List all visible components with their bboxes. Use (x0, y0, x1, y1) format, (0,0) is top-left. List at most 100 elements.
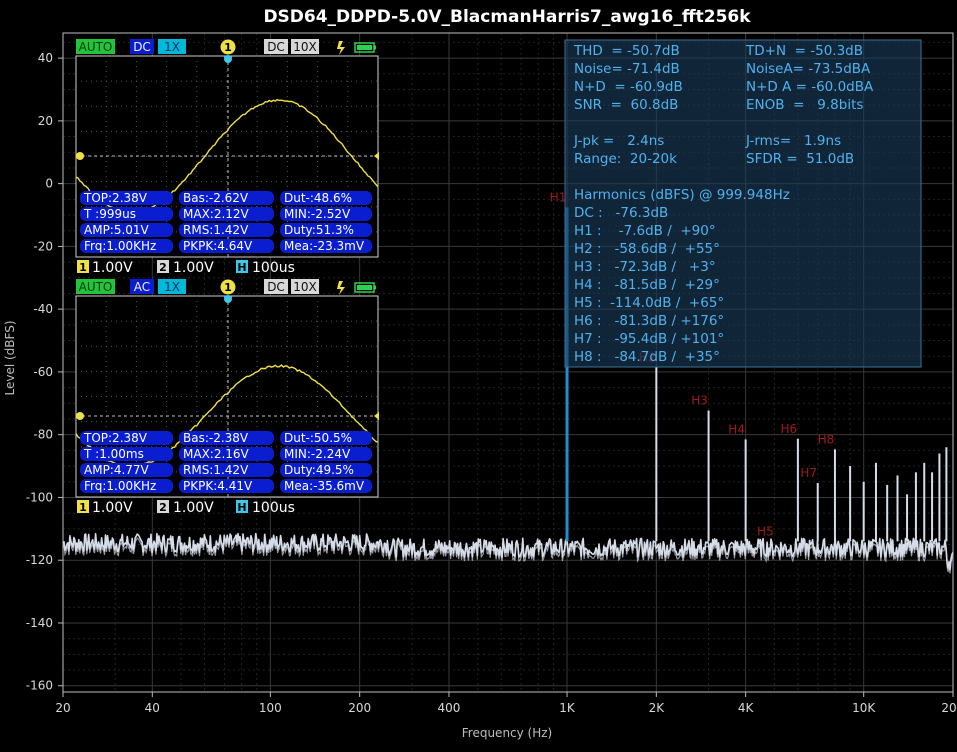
x-tick-label: 40 (145, 701, 160, 715)
coupling-badge: AC (134, 280, 150, 294)
x-tick-label: 20 (55, 701, 70, 715)
stats-text: H4 : -81.5dB / +29° (574, 277, 720, 293)
probe-badge: 1X (164, 40, 180, 54)
measure-value: MAX:2.16V (183, 447, 250, 461)
channel-marker: 1 (224, 281, 232, 294)
probe2-badge: 10X (293, 280, 317, 294)
measure-pill-bg (179, 431, 274, 445)
measure-pill-bg (80, 447, 173, 461)
harmonic-label: H3 (691, 394, 708, 408)
trigger-dot-icon (224, 55, 232, 63)
measure-pill-bg (280, 479, 372, 493)
channel-marker-icon (220, 39, 236, 55)
stats-text: H2 : -58.6dB / +55° (574, 241, 720, 257)
ch2-number: 2 (159, 501, 167, 514)
ch1-number: 1 (79, 501, 87, 514)
y-tick-label: 40 (38, 51, 53, 65)
measure-value: Mea:-35.6mV (284, 479, 365, 493)
measure-pill-bg (80, 463, 173, 477)
measure-value: Dut-:50.5% (284, 431, 352, 445)
measure-value: AMP:4.77V (84, 463, 150, 477)
ch1-footer-badge (77, 260, 89, 273)
measure-pill-bg (280, 447, 372, 461)
stats-text: NoiseA= -73.5dBA (746, 61, 871, 77)
timebase-scale: 100us (252, 260, 295, 276)
battery-level-icon (357, 45, 372, 50)
stats-text: TD+N = -50.3dB (745, 43, 863, 59)
battery-tip-icon (374, 285, 376, 290)
ch2-scale: 1.00V (173, 500, 214, 516)
stats-text: J-rms= 1.9ns (745, 133, 841, 149)
measure-pill-bg (280, 207, 372, 221)
x-tick-label: 4K (738, 701, 755, 715)
measure-pill-bg (280, 191, 372, 205)
x-tick-label: 200 (348, 701, 371, 715)
y-axis-label: Level (dBFS) (3, 320, 17, 395)
x-tick-label: 2K (649, 701, 666, 715)
measure-value: T :999us (83, 207, 136, 221)
mode-badge-bg (76, 279, 115, 294)
harmonic-label: H4 (728, 422, 745, 436)
probe2-badge-bg (291, 39, 319, 54)
noise-floor-trace-band (62, 536, 954, 574)
ch2-footer-badge (157, 500, 169, 513)
coupling-badge-bg (130, 279, 154, 294)
measure-pill-bg (80, 479, 173, 493)
measure-value: TOP:2.38V (83, 191, 148, 205)
stats-text: J-pk = 2.4ns (573, 133, 664, 149)
channel-marker: 1 (224, 41, 232, 54)
stats-text: Harmonics (dBFS) @ 999.948Hz (574, 187, 790, 203)
measure-value: Duty:49.5% (284, 463, 354, 477)
measure-value: RMS:1.42V (183, 463, 249, 477)
measure-pill-bg (80, 207, 173, 221)
measure-pill-bg (179, 479, 274, 493)
measure-pill-bg (80, 431, 173, 445)
scope-inset-1: AUTO DC 1X 1 DC 10X TOP:2.38V Bas:-2.62V Dut-:48… (75, 39, 379, 276)
tick-labels: 20401002004001K2K4K10K20K40200-20-40-60-… (26, 51, 957, 715)
measure-value: PKPK:4.41V (183, 479, 253, 493)
measure-value: MIN:-2.52V (284, 207, 351, 221)
measure-value: Frq:1.00KHz (84, 239, 156, 253)
stats-text: N+D A = -60.0dBA (746, 79, 874, 95)
measure-value: Bas:-2.38V (183, 431, 249, 445)
measure-pill-bg (80, 239, 173, 253)
measure-pill-bg (179, 191, 274, 205)
measure-value: Dut-:48.6% (284, 191, 352, 205)
harmonic-label: H1 (550, 190, 567, 204)
ch2-coupling: DC (267, 280, 285, 294)
measure-pill-bg (179, 223, 274, 237)
measure-pill-bg (80, 223, 173, 237)
trigger-edge-icon (337, 41, 345, 55)
timebase-letter: H (237, 501, 246, 514)
scope-inset-2: AUTO AC 1X 1 DC 10X TOP:2.38V Bas:-2.38V Dut-:50… (75, 279, 379, 516)
stats-text: Noise= -71.4dB (574, 61, 680, 77)
ch2-coupling-bg (264, 279, 288, 294)
x-tick-label: 400 (438, 701, 461, 715)
stats-text: SNR = 60.8dB (574, 97, 678, 113)
timebase-footer-badge (236, 260, 248, 273)
measure-pill-bg (80, 191, 173, 205)
stats-text: H5 : -114.0dB / +65° (574, 295, 724, 311)
trigger-edge-icon (337, 281, 345, 295)
battery-tip-icon (374, 45, 376, 50)
oscilloscope-insets: AUTO DC 1X 1 DC 10X TOP:2.38V Bas:-2.62V Dut-:48… (75, 39, 379, 516)
mode-badge: AUTO (79, 40, 113, 54)
mode-badge-bg (76, 39, 115, 54)
y-tick-label: -40 (33, 302, 53, 316)
y-tick-label: -80 (33, 428, 53, 442)
stats-text: H3 : -72.3dB / +3° (574, 259, 716, 275)
measure-value: TOP:2.38V (83, 431, 148, 445)
probe-badge-bg (158, 39, 186, 54)
stats-panel: THD = -50.7dB TD+N = -50.3dB Noise= -71.4d… (564, 39, 922, 368)
harmonic-label: H8 (818, 432, 835, 446)
timebase-letter: H (237, 261, 246, 274)
probe2-badge-bg (291, 279, 319, 294)
measure-value: Duty:51.3% (284, 223, 354, 237)
measure-value: RMS:1.42V (183, 223, 249, 237)
mode-badge: AUTO (79, 280, 113, 294)
coupling-badge-bg (130, 39, 154, 54)
measure-value: AMP:5.01V (84, 223, 150, 237)
stats-text: H1 : -7.6dB / +90° (574, 223, 716, 239)
